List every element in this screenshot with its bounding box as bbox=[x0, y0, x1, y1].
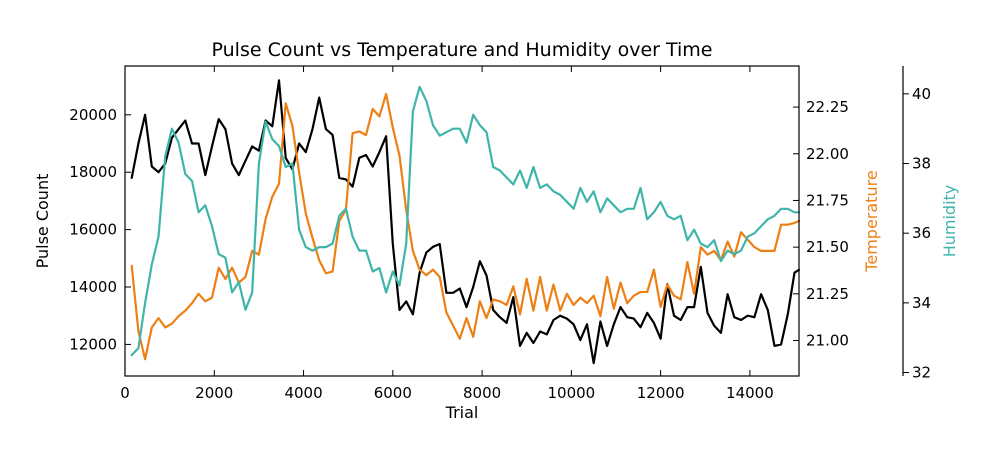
x-tick-label: 6000 bbox=[374, 384, 412, 402]
right1-tick-label: 22.25 bbox=[806, 98, 849, 116]
x-tick-label: 0 bbox=[120, 384, 130, 402]
right2-tick-label: 36 bbox=[912, 224, 931, 242]
x-tick-label: 14000 bbox=[726, 384, 774, 402]
x-axis-title: Trial bbox=[445, 403, 479, 422]
series-line-left bbox=[130, 79, 801, 365]
left-tick-label: 20000 bbox=[69, 106, 117, 124]
left-tick-label: 14000 bbox=[69, 278, 117, 296]
right1-tick-label: 21.50 bbox=[806, 238, 849, 256]
left-axis-title: Pulse Count bbox=[33, 174, 52, 269]
plot-frame bbox=[124, 65, 800, 377]
right1-tick-label: 22.00 bbox=[806, 145, 849, 163]
right2-axis-title: Humidity bbox=[940, 185, 959, 258]
right2-tick-label: 40 bbox=[912, 85, 931, 103]
right1-tick-label: 21.00 bbox=[806, 332, 849, 350]
x-tick-label: 12000 bbox=[637, 384, 685, 402]
series-line-right1 bbox=[130, 92, 801, 361]
right2-tick-label: 38 bbox=[912, 155, 931, 173]
left-tick-label: 18000 bbox=[69, 163, 117, 181]
left-tick-label: 16000 bbox=[69, 221, 117, 239]
x-tick-label: 4000 bbox=[284, 384, 322, 402]
right1-tick-label: 21.75 bbox=[806, 191, 849, 209]
right2-tick-label: 34 bbox=[912, 294, 931, 312]
x-tick-label: 10000 bbox=[547, 384, 595, 402]
left-tick-label: 12000 bbox=[69, 335, 117, 353]
x-tick-label: 8000 bbox=[463, 384, 501, 402]
right1-axis-title: Temperature bbox=[862, 170, 881, 272]
series-line-right2 bbox=[130, 85, 801, 357]
x-tick-label: 2000 bbox=[195, 384, 233, 402]
right1-tick-label: 21.25 bbox=[806, 285, 849, 303]
chart-title: Pulse Count vs Temperature and Humidity … bbox=[212, 39, 713, 61]
right2-tick-label: 32 bbox=[912, 364, 931, 382]
